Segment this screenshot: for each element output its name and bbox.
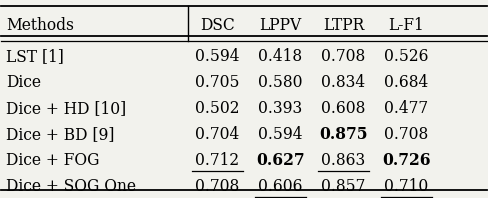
Text: 0.608: 0.608 [321, 100, 366, 117]
Text: 0.875: 0.875 [319, 126, 368, 143]
Text: Dice + SOG One: Dice + SOG One [6, 178, 136, 194]
Text: DSC: DSC [200, 17, 235, 34]
Text: 0.594: 0.594 [195, 48, 240, 65]
Text: 0.704: 0.704 [195, 126, 240, 143]
Text: 0.477: 0.477 [385, 100, 428, 117]
Text: 0.712: 0.712 [195, 152, 240, 169]
Text: 0.708: 0.708 [321, 48, 366, 65]
Text: Dice: Dice [6, 74, 41, 91]
Text: 0.708: 0.708 [385, 126, 428, 143]
Text: 0.684: 0.684 [385, 74, 428, 91]
Text: 0.705: 0.705 [195, 74, 240, 91]
Text: L-F1: L-F1 [388, 17, 425, 34]
Text: Dice + FOG: Dice + FOG [6, 152, 100, 169]
Text: LPPV: LPPV [259, 17, 302, 34]
Text: Methods: Methods [6, 17, 74, 34]
Text: 0.710: 0.710 [385, 178, 428, 194]
Text: 0.393: 0.393 [258, 100, 303, 117]
Text: 0.502: 0.502 [195, 100, 240, 117]
Text: LTPR: LTPR [323, 17, 364, 34]
Text: 0.726: 0.726 [382, 152, 431, 169]
Text: Dice + HD [10]: Dice + HD [10] [6, 100, 126, 117]
Text: LST [1]: LST [1] [6, 48, 64, 65]
Text: 0.627: 0.627 [256, 152, 305, 169]
Text: 0.606: 0.606 [258, 178, 303, 194]
Text: 0.594: 0.594 [258, 126, 303, 143]
Text: 0.580: 0.580 [258, 74, 303, 91]
Text: 0.418: 0.418 [258, 48, 303, 65]
Text: 0.526: 0.526 [384, 48, 429, 65]
Text: Dice + BD [9]: Dice + BD [9] [6, 126, 115, 143]
Text: 0.834: 0.834 [322, 74, 366, 91]
Text: 0.708: 0.708 [195, 178, 240, 194]
Text: 0.863: 0.863 [321, 152, 366, 169]
Text: 0.857: 0.857 [321, 178, 366, 194]
